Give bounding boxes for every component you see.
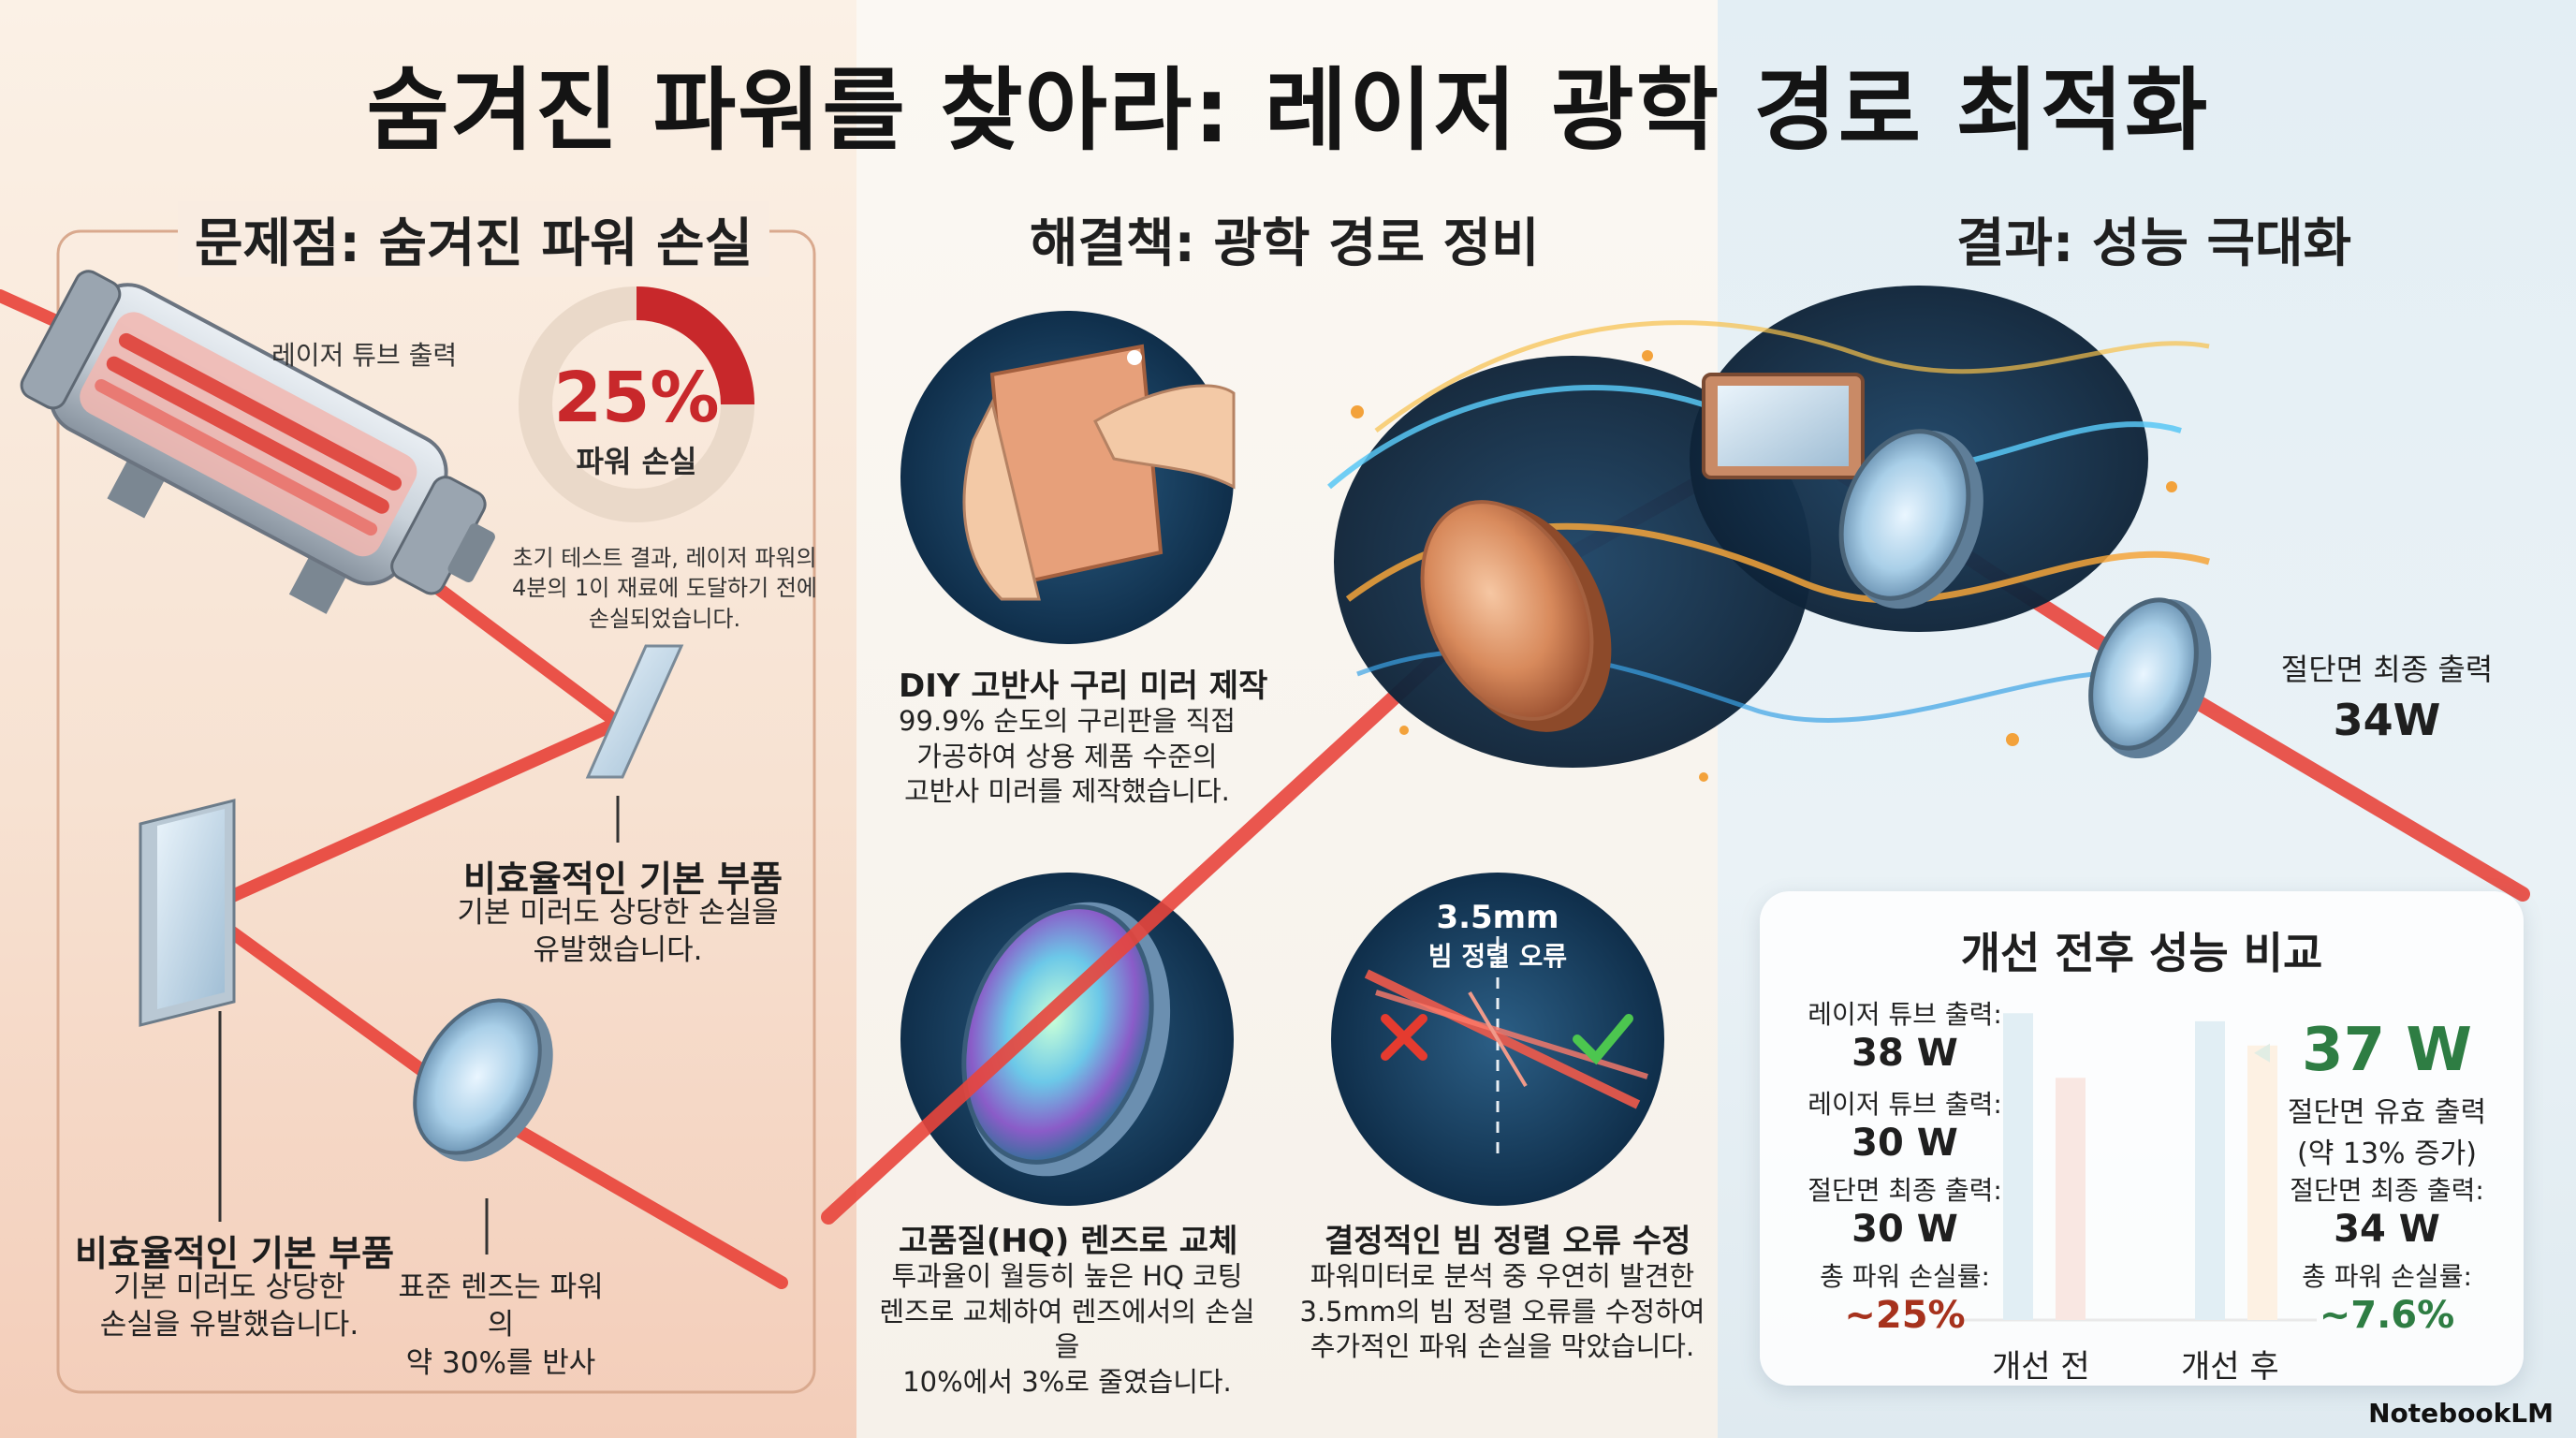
- result-lens-2-icon: [2088, 597, 2212, 759]
- before-tube2-label: 레이저 튜브 출력:: [1808, 1089, 2002, 1120]
- after-final-value: 34 W: [2334, 1208, 2440, 1251]
- brand-logo: NotebookLM: [2368, 1398, 2554, 1429]
- after-loss-label: 총 파워 손실률:: [2302, 1261, 2472, 1292]
- beam-badge-value: 3.5mm: [1436, 899, 1559, 936]
- final-output-value: 34W: [2333, 695, 2441, 745]
- mirror-callout-desc: 기본 미러도 상당한 손실을 유발했습니다.: [457, 896, 779, 968]
- solution-heading: 해결책: 광학 경로 정비: [1030, 213, 1540, 274]
- before-final: 절단면 최종 출력: 30 W: [1783, 1170, 2027, 1251]
- before-loss-label: 총 파워 손실률:: [1820, 1261, 1990, 1292]
- after-final-label: 절단면 최종 출력:: [2290, 1175, 2484, 1206]
- copper-mirror-title: DIY 고반사 구리 미러 제작: [899, 668, 1268, 705]
- beam-fix-desc: 파워미터로 분석 중 우연히 발견한 3.5mm의 빔 정렬 오류를 수정하여 …: [1299, 1260, 1705, 1363]
- sparkle-dots: [1351, 350, 2177, 782]
- after-effective-note: (약 13% 증가): [2297, 1137, 2477, 1170]
- before-tube2: 레이저 튜브 출력: 30 W: [1783, 1084, 2027, 1165]
- copper-mirror-icon: [1420, 500, 1612, 732]
- hq-lens-title: 고품질(HQ) 렌즈로 교체: [899, 1223, 1238, 1260]
- beam-alignment-circle: [1331, 873, 1664, 1206]
- donut-value: 25%: [553, 358, 720, 438]
- beam-badge-label: 빔 정렬 오류: [1427, 941, 1568, 972]
- loss-donut-chart: [519, 286, 754, 522]
- lens-standard-icon: [413, 998, 553, 1162]
- before-tube-label: 레이저 튜브 출력:: [1808, 999, 2002, 1030]
- lens-note: 표준 렌즈는 파워의 약 30%를 반사: [398, 1270, 604, 1380]
- copper-mirror-desc: 99.9% 순도의 구리판을 직접 가공하여 상용 제품 수준의 고반사 미러를…: [899, 705, 1236, 808]
- before-final-value: 30 W: [1852, 1208, 1958, 1251]
- result-lens-1-icon: [1838, 429, 1983, 609]
- wrong-mark-icon: [1381, 1014, 1427, 1061]
- before-tube: 레이저 튜브 출력: 38 W: [1783, 994, 2027, 1075]
- page-title: 숨겨진 파워를 찾아라: 레이저 광학 경로 최적화: [366, 58, 2210, 163]
- mirror-large-icon: [139, 799, 236, 1027]
- problem-heading: 문제점: 숨겨진 파워 손실: [178, 201, 770, 277]
- after-loss-value: ~7.6%: [2319, 1294, 2455, 1337]
- beam-fix-title: 결정적인 빔 정렬 오류 수정: [1325, 1223, 1691, 1260]
- before-tube2-value: 30 W: [1852, 1122, 1958, 1165]
- after-effective-label: 절단면 유효 출력: [2287, 1096, 2487, 1129]
- final-output-label: 절단면 최종 출력: [2280, 652, 2494, 687]
- result-heading: 결과: 성능 극대화: [1956, 213, 2352, 274]
- mirror-callout-title: 비효율적인 기본 부품: [463, 858, 783, 900]
- initial-test-note: 초기 테스트 결과, 레이저 파워의 4분의 1이 재료에 도달하기 전에 손실…: [511, 545, 817, 632]
- x-label-before: 개선 전: [1992, 1348, 2090, 1386]
- before-loss: 총 파워 손실률: ~25%: [1783, 1256, 2027, 1337]
- after-final: 절단면 최종 출력: 34 W: [2261, 1170, 2513, 1251]
- comparison-title: 개선 전후 성능 비교: [1960, 928, 2323, 978]
- final-output: 절단면 최종 출력 34W: [2228, 646, 2546, 745]
- after-effective: 37 W 절단면 유효 출력 (약 13% 증가): [2261, 1016, 2513, 1171]
- after-effective-value: 37 W: [2302, 1016, 2472, 1085]
- left-callout-desc: 기본 미러도 상당한 손실을 유발했습니다.: [99, 1270, 359, 1343]
- check-mark-icon: [1573, 1014, 1633, 1065]
- top-mirror-icon: [1702, 373, 1865, 479]
- after-loss: 총 파워 손실률: ~7.6%: [2261, 1256, 2513, 1337]
- hq-lens-circle: [900, 873, 1234, 1206]
- before-loss-value: ~25%: [1844, 1294, 1966, 1337]
- mirror-small-icon: [585, 644, 684, 779]
- donut-center: 25% 파워 손실: [524, 363, 749, 481]
- left-callout-title: 비효율적인 기본 부품: [75, 1233, 395, 1274]
- x-label-after: 개선 후: [2181, 1348, 2279, 1386]
- before-tube-value: 38 W: [1852, 1032, 1958, 1075]
- donut-label: 파워 손실: [576, 444, 697, 479]
- before-final-label: 절단면 최종 출력:: [1808, 1175, 2002, 1206]
- copper-sheet-circle: [900, 311, 1236, 644]
- comparison-panel: [1760, 891, 2524, 1386]
- tube-label: 레이저 튜브 출력: [271, 340, 458, 371]
- laser-tube-icon: [20, 270, 495, 614]
- hq-lens-desc: 투과율이 월등히 높은 HQ 코팅 렌즈로 교체하여 렌즈에서의 손실을 10%…: [879, 1260, 1255, 1399]
